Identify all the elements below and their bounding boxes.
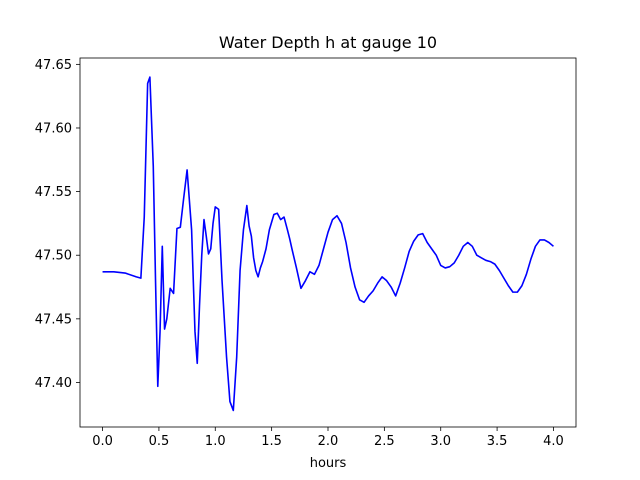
series-line-water-depth xyxy=(102,76,554,412)
y-axis-ticks: 47.40 47.45 47.50 47.55 47.60 47.65 xyxy=(35,58,80,391)
x-tick-label: 0.5 xyxy=(149,434,170,449)
x-tick-label: 2.5 xyxy=(374,434,395,449)
x-tick-label: 1.5 xyxy=(261,434,282,449)
x-tick-label: 4.0 xyxy=(543,434,564,449)
x-tick-label: 1.0 xyxy=(205,434,226,449)
x-tick-label: 3.5 xyxy=(487,434,508,449)
x-axis-ticks: 0.0 0.5 1.0 1.5 2.0 2.5 3.0 3.5 4.0 xyxy=(92,427,564,449)
x-axis-label: hours xyxy=(310,456,347,471)
y-tick-label: 47.40 xyxy=(35,376,72,391)
chart-title: Water Depth h at gauge 10 xyxy=(219,33,437,52)
y-tick-label: 47.50 xyxy=(35,249,72,264)
x-tick-label: 2.0 xyxy=(318,434,339,449)
y-tick-label: 47.60 xyxy=(35,121,72,136)
x-tick-label: 0.0 xyxy=(92,434,113,449)
x-tick-label: 3.0 xyxy=(430,434,451,449)
y-tick-label: 47.45 xyxy=(35,312,72,327)
y-tick-label: 47.55 xyxy=(35,185,72,200)
y-tick-label: 47.65 xyxy=(35,58,72,73)
